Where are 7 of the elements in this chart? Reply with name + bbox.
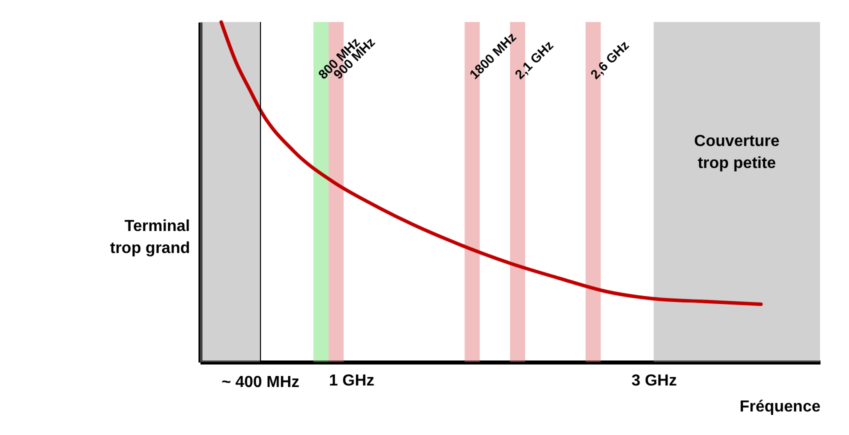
band-label: 2,6 GHz xyxy=(588,37,632,82)
ref-line-label: ~ 400 MHz xyxy=(222,374,300,391)
x-axis-title: Fréquence xyxy=(740,398,821,416)
x-tick-label: 1 GHz xyxy=(329,372,374,390)
band-label: Couverture trop petite xyxy=(694,133,780,172)
x-tick-label: 3 GHz xyxy=(631,372,677,390)
band-label: Terminal trop grand xyxy=(110,218,190,257)
